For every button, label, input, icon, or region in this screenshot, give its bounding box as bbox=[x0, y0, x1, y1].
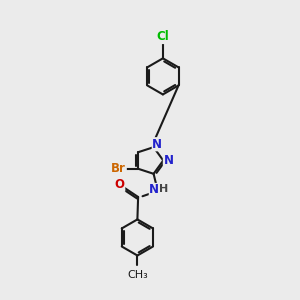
Text: H: H bbox=[159, 184, 169, 194]
Text: N: N bbox=[164, 154, 173, 167]
Text: O: O bbox=[115, 178, 125, 191]
Text: Cl: Cl bbox=[157, 31, 169, 44]
Text: N: N bbox=[152, 138, 162, 151]
Text: Br: Br bbox=[111, 162, 126, 175]
Text: N: N bbox=[149, 184, 159, 196]
Text: CH₃: CH₃ bbox=[127, 269, 148, 280]
